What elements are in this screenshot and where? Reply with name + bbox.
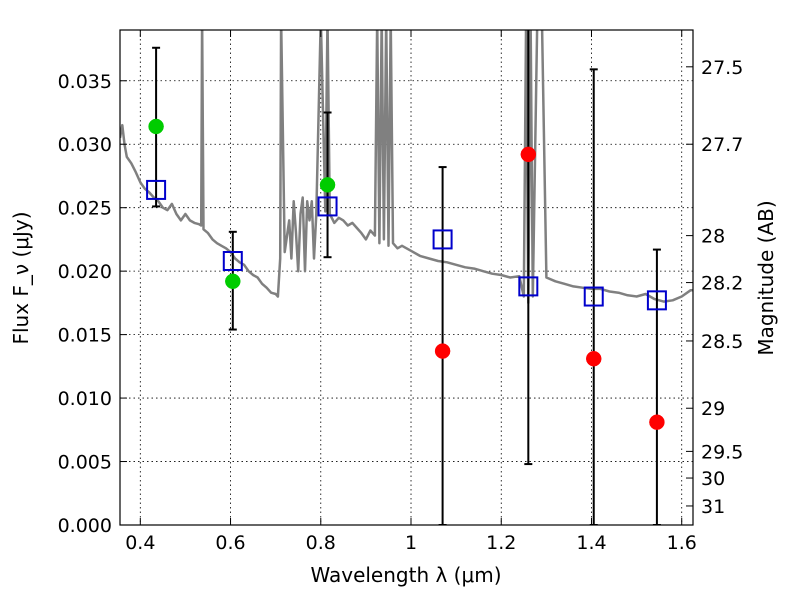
y-tick-label: 0.010: [58, 388, 112, 410]
y2-tick-label: 30: [701, 468, 725, 490]
x-tick-label: 0.4: [125, 532, 155, 554]
observed-point-marker: [585, 350, 602, 367]
model-square-marker: [646, 290, 667, 311]
x-tick-label: 0.8: [306, 532, 336, 554]
y2-axis-label: Magnitude (AB): [754, 200, 778, 355]
y-tick-label: 0.035: [58, 71, 112, 93]
y-tick-label: 0.015: [58, 325, 112, 347]
model-square-marker: [432, 229, 453, 250]
y2-tick-label: 29.5: [701, 441, 743, 463]
y2-tick-label: 28.2: [701, 273, 743, 295]
model-square-marker: [222, 251, 243, 271]
model-square-marker: [146, 179, 167, 200]
x-axis-label: Wavelength λ (μm): [310, 563, 501, 587]
y-tick-label: 0.005: [58, 452, 112, 474]
x-tick-label: 1.4: [576, 532, 606, 554]
x-tick-label: 1.2: [486, 532, 516, 554]
y-tick-label: 0.025: [58, 198, 112, 220]
y2-tick-label: 29: [701, 398, 725, 420]
model-square-marker: [583, 286, 604, 307]
axes-ticks: 0.4 0.6 0.8 1 1.2 1.4 1.6 0.000 0.005 0.010 0.015 0…: [58, 30, 743, 554]
y2-tick-label: 28: [701, 226, 725, 248]
model-square-marker: [518, 276, 539, 297]
observed-point-marker: [649, 414, 665, 430]
model-square-marker: [317, 196, 338, 217]
y2-tick-label: 28.5: [701, 331, 743, 353]
y2-tick-label: 31: [701, 496, 725, 518]
y-tick-label: 0.030: [58, 134, 112, 156]
observed-point-marker: [520, 146, 537, 163]
x-tick-label: 1: [405, 532, 417, 554]
y2-tick-label: 27.7: [701, 134, 743, 156]
y-tick-label: 0.020: [58, 261, 112, 283]
y-tick-label: 0.000: [58, 515, 112, 537]
y2-tick-label: 27.5: [701, 57, 743, 79]
x-tick-label: 0.6: [215, 532, 245, 554]
x-tick-label: 1.6: [667, 532, 697, 554]
y-axis-label: Flux F_ν (μJy): [9, 211, 33, 344]
observed-point-marker: [319, 177, 336, 193]
plot-frame: [119, 29, 694, 526]
observed-point-marker: [225, 273, 241, 290]
grid: [120, 30, 693, 526]
observed-point-marker: [434, 343, 451, 359]
plot-area: [120, 30, 693, 525]
observed-point-marker: [148, 118, 164, 135]
